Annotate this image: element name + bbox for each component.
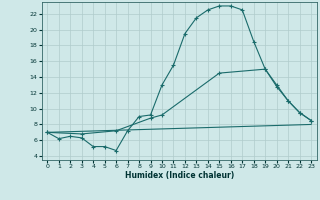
- X-axis label: Humidex (Indice chaleur): Humidex (Indice chaleur): [124, 171, 234, 180]
